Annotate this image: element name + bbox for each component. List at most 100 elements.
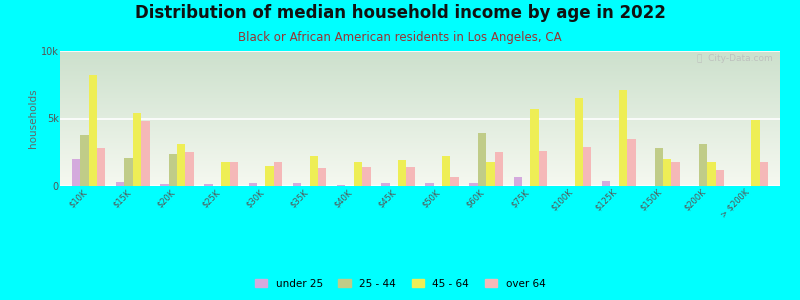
Bar — [60, 173, 780, 174]
Bar — [60, 143, 780, 144]
Bar — [60, 125, 780, 126]
Bar — [362, 167, 370, 186]
Bar — [60, 127, 780, 128]
Bar — [60, 105, 780, 106]
Bar — [470, 183, 478, 186]
Bar — [60, 116, 780, 117]
Bar — [97, 148, 106, 186]
Bar — [60, 175, 780, 176]
Bar — [715, 170, 724, 186]
Bar — [60, 92, 780, 93]
Bar — [60, 159, 780, 160]
Bar — [60, 112, 780, 113]
Bar — [274, 162, 282, 186]
Bar — [60, 102, 780, 103]
Bar — [60, 130, 780, 131]
Bar — [663, 159, 671, 186]
Legend: under 25, 25 - 44, 45 - 64, over 64: under 25, 25 - 44, 45 - 64, over 64 — [251, 275, 549, 292]
Bar — [398, 160, 406, 186]
Bar — [60, 56, 780, 57]
Bar — [514, 176, 522, 186]
Bar — [60, 174, 780, 175]
Bar — [381, 183, 390, 186]
Bar — [160, 184, 169, 186]
Bar — [60, 118, 780, 119]
Bar — [60, 67, 780, 68]
Bar — [60, 86, 780, 87]
Bar — [627, 139, 635, 186]
Bar — [60, 82, 780, 83]
Bar — [60, 114, 780, 115]
Text: Distribution of median household income by age in 2022: Distribution of median household income … — [134, 4, 666, 22]
Bar — [60, 69, 780, 70]
Bar — [60, 58, 780, 59]
Bar — [60, 149, 780, 150]
Bar — [177, 144, 186, 186]
Bar — [60, 151, 780, 152]
Bar — [60, 145, 780, 146]
Bar — [205, 184, 213, 186]
Bar — [60, 133, 780, 134]
Bar — [60, 53, 780, 54]
Bar — [60, 120, 780, 121]
Bar — [60, 106, 780, 107]
Bar — [60, 119, 780, 120]
Text: Black or African American residents in Los Angeles, CA: Black or African American residents in L… — [238, 32, 562, 44]
Bar — [60, 54, 780, 55]
Bar — [60, 103, 780, 104]
Bar — [494, 152, 503, 186]
Bar — [60, 137, 780, 138]
Bar — [583, 147, 591, 186]
Bar — [60, 90, 780, 91]
Bar — [60, 104, 780, 105]
Bar — [60, 99, 780, 100]
Bar — [116, 182, 125, 186]
Bar — [60, 140, 780, 141]
Bar — [60, 60, 780, 61]
Bar — [60, 150, 780, 151]
Bar — [426, 183, 434, 186]
Bar — [60, 115, 780, 116]
Bar — [60, 80, 780, 81]
Bar — [60, 138, 780, 139]
Bar — [60, 163, 780, 164]
Bar — [60, 88, 780, 89]
Bar — [60, 161, 780, 162]
Bar — [539, 151, 547, 186]
Bar — [60, 96, 780, 97]
Bar — [530, 109, 539, 186]
Bar — [60, 64, 780, 65]
Bar — [186, 152, 194, 186]
Bar — [60, 139, 780, 140]
Bar — [60, 71, 780, 72]
Bar — [60, 83, 780, 84]
Bar — [60, 182, 780, 183]
Bar — [60, 76, 780, 77]
Bar — [60, 70, 780, 71]
Bar — [60, 129, 780, 130]
Bar — [60, 183, 780, 184]
Bar — [60, 57, 780, 58]
Bar — [478, 133, 486, 186]
Bar — [60, 109, 780, 110]
Bar — [60, 108, 780, 109]
Bar — [60, 77, 780, 78]
Bar — [60, 84, 780, 85]
Bar — [60, 184, 780, 185]
Bar — [337, 184, 346, 186]
Bar — [60, 62, 780, 63]
Bar — [60, 101, 780, 102]
Bar — [60, 107, 780, 108]
Bar — [442, 156, 450, 186]
Bar — [707, 162, 715, 186]
Bar — [486, 162, 494, 186]
Bar — [60, 147, 780, 148]
Bar — [60, 61, 780, 62]
Bar — [60, 165, 780, 166]
Bar — [318, 168, 326, 186]
Bar — [60, 66, 780, 67]
Bar — [60, 51, 780, 52]
Bar — [60, 68, 780, 69]
Bar — [60, 100, 780, 101]
Bar — [60, 162, 780, 163]
